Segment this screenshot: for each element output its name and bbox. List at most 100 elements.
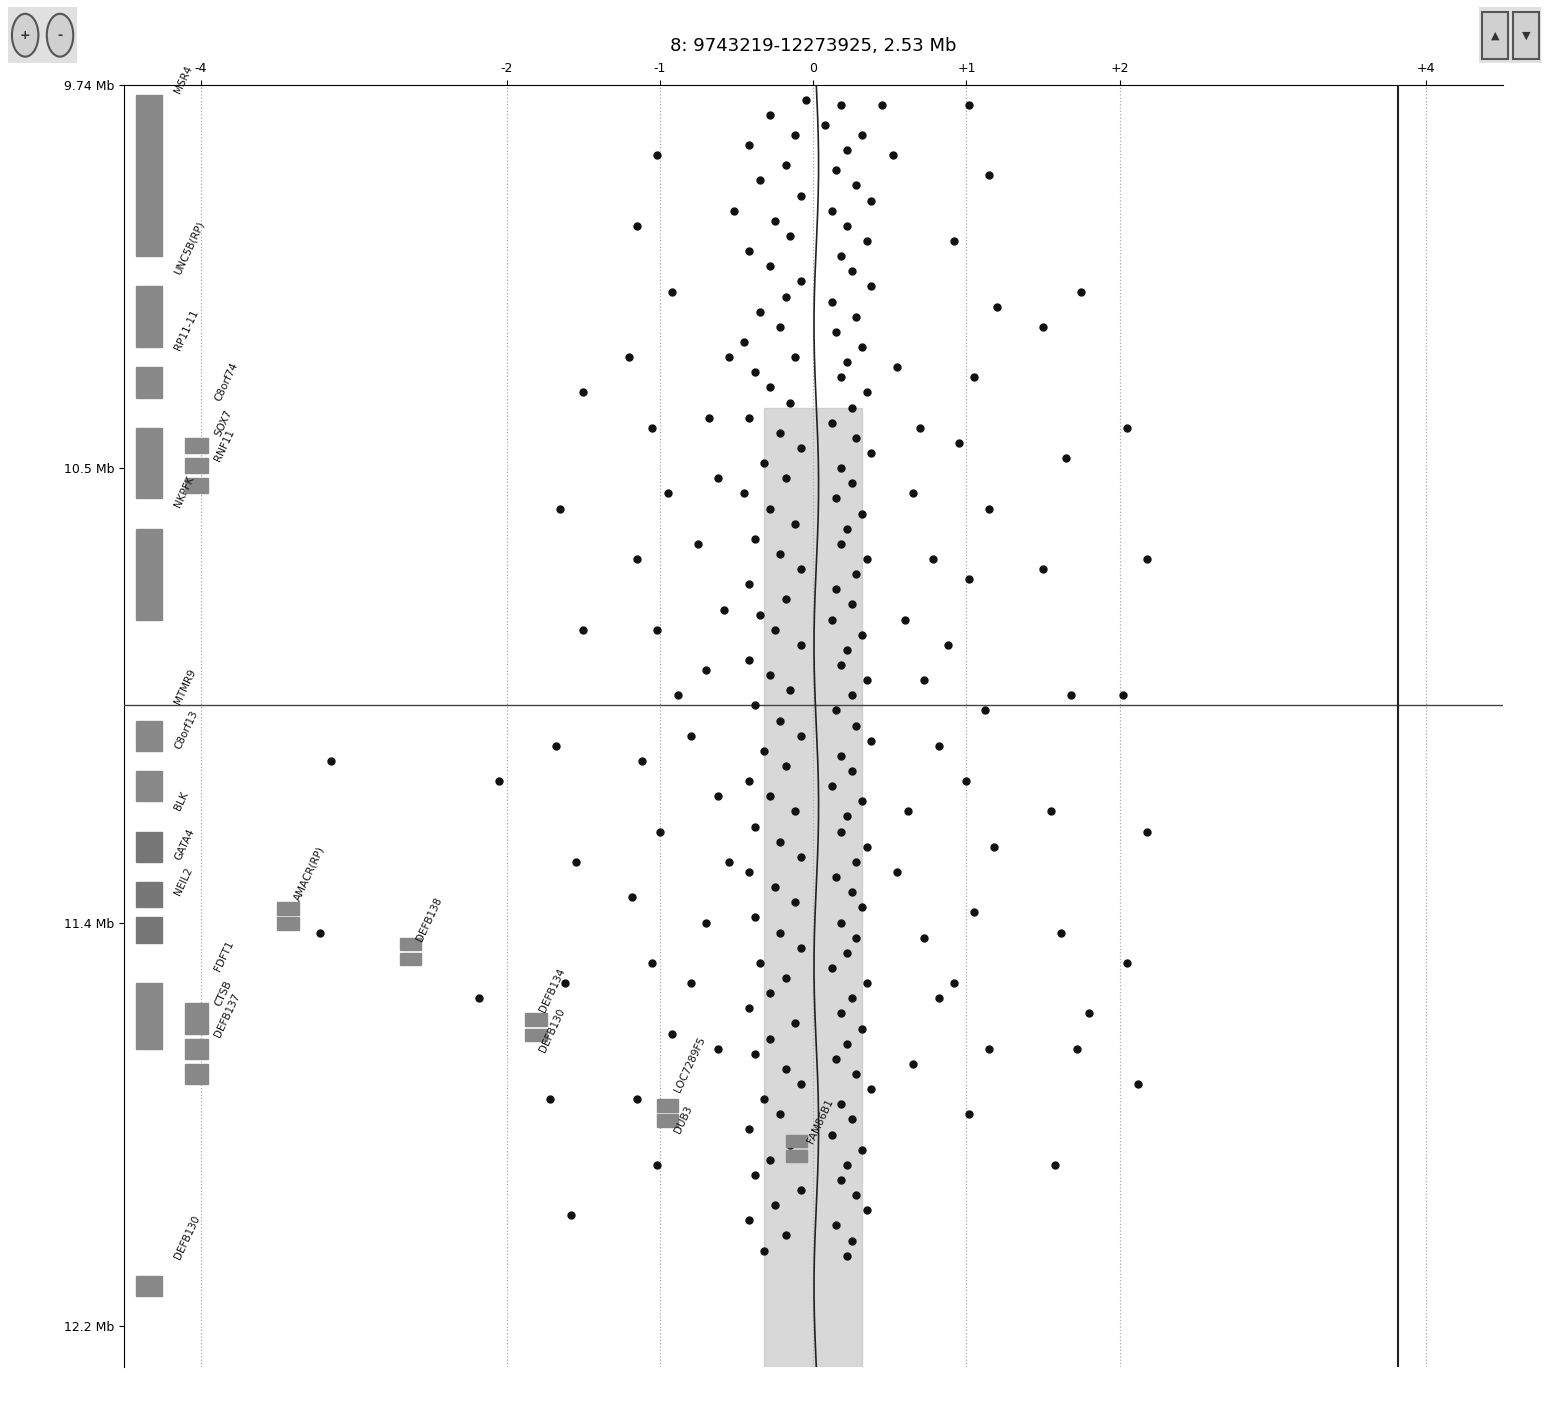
Point — [942, 230, 967, 252]
Point — [824, 488, 849, 510]
Point — [1126, 1072, 1151, 1095]
Point — [773, 285, 798, 307]
Point — [855, 1199, 880, 1222]
Point — [844, 714, 869, 737]
Point — [835, 638, 860, 661]
Point — [1135, 548, 1160, 571]
Point — [1069, 280, 1094, 303]
Point — [829, 1168, 853, 1191]
Point — [773, 1058, 798, 1081]
Point — [742, 906, 767, 929]
Point — [572, 619, 596, 641]
Text: NEIL2: NEIL2 — [173, 867, 195, 898]
Point — [855, 382, 880, 404]
Point — [736, 1119, 761, 1141]
Point — [736, 998, 761, 1020]
Point — [788, 1179, 813, 1202]
Point — [1053, 447, 1078, 469]
Point — [884, 356, 909, 379]
Point — [926, 734, 951, 757]
Point — [773, 154, 798, 176]
Point — [788, 845, 813, 868]
Point — [819, 200, 844, 223]
Point — [697, 406, 722, 428]
Point — [757, 255, 782, 278]
Point — [850, 124, 875, 147]
Point — [762, 619, 787, 641]
Bar — [136, 882, 163, 907]
Point — [747, 603, 771, 626]
Point — [742, 816, 767, 838]
Point — [829, 1002, 853, 1024]
Point — [1038, 800, 1063, 823]
Point — [782, 345, 807, 368]
Bar — [136, 368, 163, 397]
Bar — [136, 983, 163, 1048]
Bar — [186, 1038, 208, 1058]
Text: GATA4: GATA4 — [173, 827, 197, 862]
Point — [757, 497, 782, 520]
Bar — [657, 1099, 678, 1112]
Point — [1049, 921, 1073, 944]
Point — [466, 986, 491, 1009]
Point — [742, 1043, 767, 1065]
Point — [860, 1078, 884, 1100]
Text: C8orf13: C8orf13 — [173, 709, 200, 751]
Text: LOC7289F5: LOC7289F5 — [672, 1036, 706, 1095]
Point — [742, 695, 767, 717]
Point — [829, 1093, 853, 1116]
Point — [844, 1062, 869, 1085]
Point — [880, 144, 905, 166]
Point — [908, 417, 932, 440]
Text: AMACR(RP): AMACR(RP) — [293, 845, 327, 902]
Point — [829, 820, 853, 843]
Bar — [186, 478, 208, 493]
Text: BLK: BLK — [173, 789, 191, 812]
Point — [767, 316, 792, 338]
Point — [1030, 316, 1055, 338]
Bar — [186, 1003, 208, 1034]
Text: DEFB130: DEFB130 — [538, 1006, 567, 1054]
Point — [869, 93, 894, 116]
Point — [1058, 685, 1083, 707]
Point — [767, 1103, 792, 1126]
Point — [706, 1037, 731, 1060]
Point — [624, 214, 649, 237]
Point — [962, 366, 987, 389]
Point — [736, 648, 761, 671]
Text: NKPFK: NKPFK — [173, 473, 197, 509]
Point — [840, 472, 864, 495]
Bar — [1513, 11, 1538, 59]
Point — [553, 972, 578, 995]
Point — [644, 619, 669, 641]
Point — [747, 951, 771, 974]
Point — [757, 664, 782, 686]
Point — [1042, 1154, 1067, 1177]
Text: FAM86B1: FAM86B1 — [805, 1098, 835, 1144]
Point — [1115, 951, 1140, 974]
Point — [778, 224, 802, 247]
Point — [860, 730, 884, 752]
Point — [936, 634, 960, 657]
Point — [694, 659, 719, 682]
Point — [757, 376, 782, 399]
Text: CTSB: CTSB — [212, 979, 234, 1009]
Point — [840, 1229, 864, 1251]
Text: DUB3: DUB3 — [672, 1103, 694, 1134]
Bar — [400, 937, 421, 950]
Point — [985, 296, 1010, 318]
Point — [747, 169, 771, 192]
Text: C8orf74: C8orf74 — [212, 361, 240, 403]
Point — [829, 366, 853, 389]
Point — [829, 912, 853, 934]
Point — [844, 1184, 869, 1206]
Bar — [136, 771, 163, 802]
Text: DEFB130: DEFB130 — [173, 1213, 201, 1261]
Point — [844, 427, 869, 449]
Point — [850, 896, 875, 919]
Point — [1077, 1002, 1101, 1024]
Point — [647, 820, 672, 843]
Bar — [186, 1064, 208, 1084]
Point — [706, 785, 731, 807]
Text: RP11-11: RP11-11 — [173, 309, 200, 352]
